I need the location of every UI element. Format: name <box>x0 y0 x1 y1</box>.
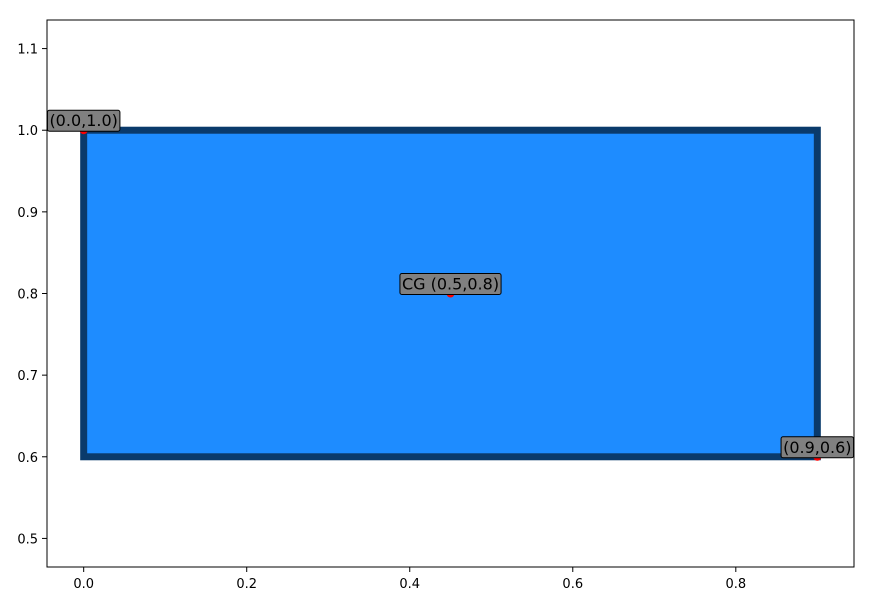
y-tick-label: 0.6 <box>17 451 38 466</box>
y-tick-label: 0.5 <box>17 532 38 547</box>
x-tick-label: 0.0 <box>73 577 94 592</box>
annotation-box <box>46 109 121 132</box>
x-tick-label: 0.6 <box>562 577 583 592</box>
point-annotation: (0.9,0.6) <box>780 436 855 459</box>
point-annotation: CG (0.5,0.8) <box>399 273 502 295</box>
point-annotation: (0.0,1.0) <box>46 109 121 132</box>
x-tick-label: 0.2 <box>236 577 257 592</box>
ticks-layer: 0.0 0.2 0.4 0.6 0.8 0.5 0.6 0.7 0.8 0.9 1.0 1.1 <box>17 43 746 592</box>
annotation-label: (0.0,1.0) <box>49 111 117 130</box>
y-tick-label: 1.0 <box>17 124 38 139</box>
annotation-label: (0.9,0.6) <box>783 438 851 457</box>
annotation-box <box>780 436 855 459</box>
y-tick-label: 0.7 <box>17 369 38 384</box>
x-tick-label: 0.8 <box>725 577 746 592</box>
y-tick-label: 1.1 <box>17 43 38 58</box>
annotation-label: CG (0.5,0.8) <box>402 275 499 294</box>
annotation-box <box>399 273 502 295</box>
y-tick-label: 0.8 <box>17 288 38 303</box>
y-tick-label: 0.9 <box>17 206 38 221</box>
x-tick-label: 0.4 <box>399 577 420 592</box>
annotations-layer: (0.0,1.0) CG (0.5,0.8) (0.9,0.6) <box>46 109 855 459</box>
